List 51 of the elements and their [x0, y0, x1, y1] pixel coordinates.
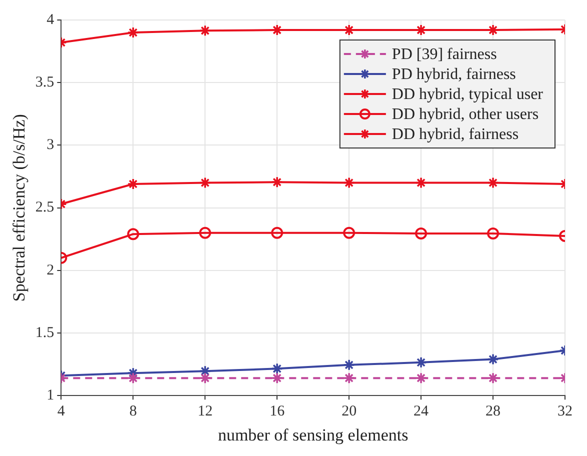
legend-label: PD [39] fairness — [392, 46, 497, 64]
x-axis-title: number of sensing elements — [218, 425, 408, 444]
x-tick-label: 12 — [198, 404, 213, 420]
point — [415, 176, 427, 189]
y-tick-label: 3 — [46, 137, 54, 154]
point — [271, 226, 284, 239]
y-tick-label: 1.5 — [35, 324, 54, 341]
point — [415, 24, 427, 36]
point — [199, 372, 212, 384]
point — [271, 176, 283, 188]
x-tick-label: 20 — [342, 404, 357, 420]
point — [271, 362, 283, 375]
point — [487, 24, 499, 36]
x-tick-label: 28 — [486, 404, 501, 420]
point — [199, 365, 212, 378]
legend-label: DD hybrid, other users — [392, 106, 539, 124]
point — [487, 227, 500, 240]
point — [127, 372, 140, 384]
legend-label: PD hybrid, fairness — [392, 66, 516, 84]
x-tick-label: 32 — [558, 404, 572, 420]
point — [343, 226, 356, 239]
point — [127, 26, 140, 38]
point — [199, 24, 212, 37]
y-tick-label: 2.5 — [35, 200, 54, 216]
point — [415, 372, 427, 384]
point — [415, 227, 428, 240]
y-tick-label: 2 — [46, 262, 54, 278]
point — [415, 356, 427, 368]
point — [487, 353, 499, 366]
point — [487, 176, 499, 189]
point — [127, 178, 140, 190]
point — [343, 372, 355, 384]
y-tick-label: 4 — [46, 12, 55, 28]
point — [343, 24, 355, 36]
point — [199, 226, 212, 239]
point — [343, 359, 355, 371]
y-axis-title: Spectral efficiency (b/s/Hz) — [10, 114, 29, 302]
legend-label: DD hybrid, typical user — [392, 86, 544, 104]
x-tick-label: 16 — [270, 404, 286, 420]
point — [127, 228, 140, 240]
legend-label: DD hybrid, fairness — [392, 126, 519, 144]
y-tick-label: 3.5 — [35, 74, 54, 91]
x-tick-label: 4 — [57, 404, 66, 420]
x-tick-label: 8 — [129, 404, 137, 420]
x-tick-label: 24 — [414, 404, 430, 420]
y-tick-label: 1 — [46, 388, 54, 404]
point — [199, 176, 212, 189]
point — [487, 372, 499, 384]
point — [343, 176, 355, 189]
point — [271, 372, 283, 384]
point — [271, 24, 283, 36]
